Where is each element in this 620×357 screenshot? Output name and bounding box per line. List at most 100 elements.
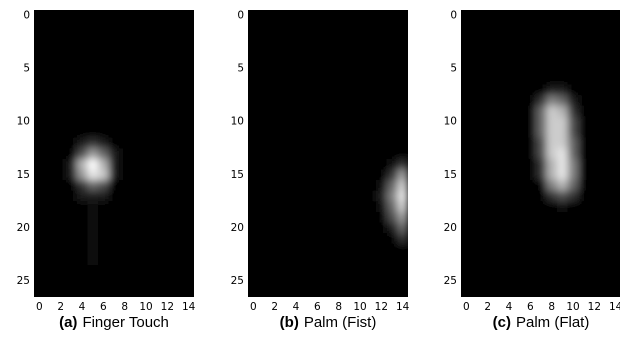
cell [482, 138, 493, 149]
cell [557, 74, 568, 85]
cell [610, 31, 620, 42]
x-tick-label: 4 [293, 301, 300, 313]
cell [323, 74, 334, 85]
cell [119, 191, 130, 202]
cell [301, 31, 312, 42]
cell [514, 244, 525, 255]
cell [66, 74, 77, 85]
cell [525, 42, 536, 53]
cell [280, 116, 291, 127]
cell [173, 233, 184, 244]
cell [55, 201, 66, 212]
cell [365, 276, 376, 287]
cell [333, 84, 344, 95]
cell [66, 286, 77, 297]
cell [45, 138, 56, 149]
cell [461, 106, 472, 117]
cell [355, 42, 366, 53]
cell [514, 63, 525, 74]
cell [493, 244, 504, 255]
cell [141, 53, 152, 64]
cell [568, 223, 579, 234]
cell [87, 53, 98, 64]
cell [344, 21, 355, 32]
cell [482, 201, 493, 212]
x-tick-label: 2 [57, 301, 64, 313]
cell [141, 42, 152, 53]
cell [87, 212, 98, 223]
cell [141, 212, 152, 223]
cell [301, 127, 312, 138]
cell [269, 21, 280, 32]
cell [34, 244, 45, 255]
cell [248, 265, 259, 276]
cell [397, 106, 408, 117]
cell [151, 95, 162, 106]
cell [482, 21, 493, 32]
caption: (c)Palm (Flat) [493, 314, 590, 331]
cell [87, 244, 98, 255]
cell [269, 53, 280, 64]
cell [557, 233, 568, 244]
cell [301, 106, 312, 117]
cell [365, 191, 376, 202]
cell [578, 74, 589, 85]
cell [162, 276, 173, 287]
cell [493, 10, 504, 21]
cell [472, 191, 483, 202]
cell [119, 31, 130, 42]
cell [514, 180, 525, 191]
cell [162, 212, 173, 223]
cell [610, 95, 620, 106]
cell [589, 212, 600, 223]
cell [119, 138, 130, 149]
cell [589, 159, 600, 170]
cell [141, 84, 152, 95]
cell [578, 127, 589, 138]
cell [344, 180, 355, 191]
cell [119, 95, 130, 106]
cell [568, 191, 579, 202]
cell [589, 201, 600, 212]
cell [493, 254, 504, 265]
cell [397, 53, 408, 64]
cell [376, 244, 387, 255]
cell [482, 10, 493, 21]
cell [536, 254, 547, 265]
cell [248, 31, 259, 42]
cell [482, 169, 493, 180]
cell [333, 180, 344, 191]
cell [34, 127, 45, 138]
cell [280, 95, 291, 106]
heatmap-panel: 024681012140510152025(c)Palm (Flat) [444, 9, 620, 331]
cell [87, 276, 98, 287]
cell [66, 10, 77, 21]
cell [34, 74, 45, 85]
cell [525, 244, 536, 255]
cell [355, 116, 366, 127]
caption: (a)Finger Touch [59, 314, 169, 331]
cell [493, 127, 504, 138]
cell [248, 148, 259, 159]
cell [610, 74, 620, 85]
cell [248, 106, 259, 117]
cell [130, 127, 141, 138]
cell [536, 84, 547, 95]
cell [162, 106, 173, 117]
cell [525, 233, 536, 244]
cell [248, 53, 259, 64]
cell [291, 191, 302, 202]
cell [312, 159, 323, 170]
cell [376, 169, 387, 180]
cell [610, 233, 620, 244]
cell [109, 244, 120, 255]
cell [333, 159, 344, 170]
cell [333, 265, 344, 276]
cell [259, 31, 270, 42]
cell [514, 95, 525, 106]
cell [130, 212, 141, 223]
x-tick-label: 6 [527, 301, 534, 313]
cell [568, 84, 579, 95]
cell [546, 84, 557, 95]
cell [387, 286, 398, 297]
